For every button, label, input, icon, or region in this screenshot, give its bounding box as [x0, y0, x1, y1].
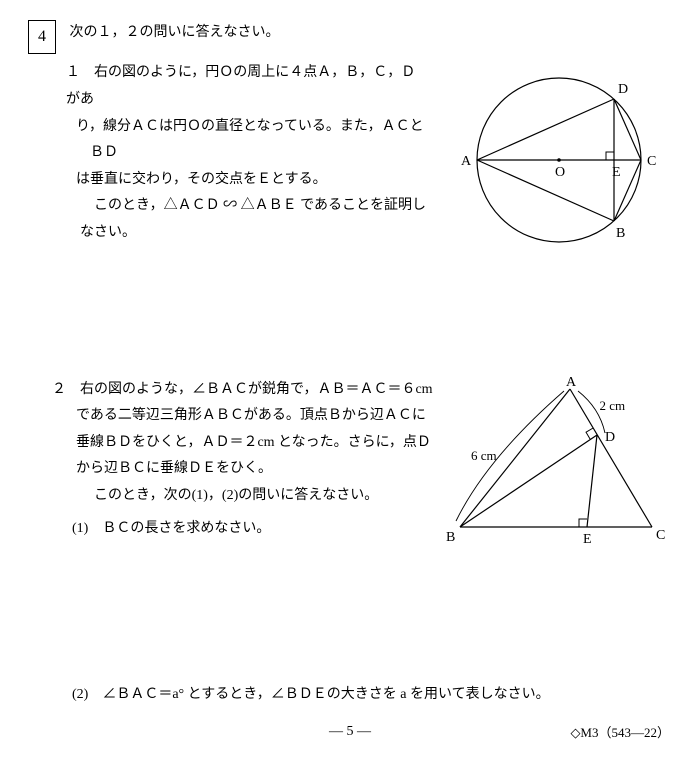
segment-AB — [477, 160, 614, 221]
label-E: E — [612, 165, 621, 180]
p2-line5: このとき，次の(1)，(2)の問いに答えなさい。 — [66, 483, 441, 510]
label-A: A — [461, 154, 472, 169]
p2-line4: から辺ＢＣに垂線ＤＥをひく。 — [66, 456, 441, 483]
sub2-text: ∠ＢＡＣ＝a° とするとき，∠ＢＤＥの大きさを a を用いて表しなさい。 — [102, 687, 549, 702]
p2-l1: 右の図のような，∠ＢＡＣが鋭角で，ＡＢ＝ＡＣ＝６cm — [80, 382, 433, 397]
sub-problem-2: (2) ∠ＢＡＣ＝a° とするとき，∠ＢＤＥの大きさを a を用いて表しなさい。 — [28, 682, 672, 709]
label-A: A — [566, 377, 577, 390]
p2-line3: 垂線ＢＤをひくと，ＡＤ＝２cm となった。さらに，点Ｄ — [66, 430, 441, 457]
heading-line: 4 次の１，２の問いに答えなさい。 — [28, 20, 672, 54]
p1-l4: このとき，△ＡＣＤ ∽ △ＡＢＥ であることを証明しなさい。 — [80, 198, 426, 240]
label-6cm: 6 cm — [471, 448, 497, 463]
label-E: E — [583, 532, 592, 547]
p1-line3: は垂直に交わり，その交点をＥとする。 — [66, 167, 426, 194]
p1-line2: り，線分ＡＣは円Ｏの直径となっている。また，ＡＣとＢＤ — [66, 114, 426, 167]
figure-2-triangle: A B C D E 6 cm 2 cm — [442, 377, 672, 552]
label-O: O — [555, 165, 565, 180]
p2-line1: ２ 右の図のような，∠ＢＡＣが鋭角で，ＡＢ＝ＡＣ＝６cm — [66, 377, 441, 404]
problem-2: ２ 右の図のような，∠ＢＡＣが鋭角で，ＡＢ＝ＡＣ＝６cm である二等辺三角形ＡＢ… — [28, 377, 672, 709]
p2-line2: である二等辺三角形ＡＢＣがある。頂点Ｂから辺ＡＣに — [66, 403, 441, 430]
right-angle-E — [579, 519, 587, 527]
problem-2-text: ２ 右の図のような，∠ＢＡＣが鋭角で，ＡＢ＝ＡＣ＝６cm である二等辺三角形ＡＢ… — [28, 377, 441, 510]
label-C: C — [647, 154, 656, 169]
p1-line4: このとき，△ＡＣＤ ∽ △ＡＢＥ であることを証明しなさい。 — [66, 193, 426, 246]
label-C: C — [656, 528, 665, 543]
figure-1-svg: A B C D O E — [454, 60, 664, 260]
p2-num: ２ — [52, 382, 66, 397]
sub1-num: (1) — [72, 521, 88, 536]
sub2-num: (2) — [72, 687, 88, 702]
problem-1: １ 右の図のように，円Ｏの周上に４点Ａ，Ｂ，Ｃ，Ｄがあ り，線分ＡＣは円Ｏの直径… — [28, 60, 672, 246]
segment-AD — [477, 99, 614, 160]
right-angle-D — [586, 428, 593, 439]
problem-1-text: １ 右の図のように，円Ｏの周上に４点Ａ，Ｂ，Ｃ，Ｄがあ り，線分ＡＣは円Ｏの直径… — [28, 60, 426, 246]
segment-DC — [614, 99, 641, 160]
p1-num: １ — [66, 65, 80, 80]
figure-2-svg: A B C D E 6 cm 2 cm — [442, 377, 672, 552]
footer-code: ◇M3（543―22） — [570, 721, 670, 746]
p1-line1: １ 右の図のように，円Ｏの周上に４点Ａ，Ｂ，Ｃ，Ｄがあ — [66, 60, 426, 113]
label-B: B — [446, 530, 455, 545]
heading-text: 次の１，２の問いに答えなさい。 — [70, 25, 280, 40]
right-angle-mark — [606, 152, 614, 160]
sub1-text: ＢＣの長さを求めなさい。 — [102, 521, 270, 536]
label-D: D — [605, 430, 615, 445]
p1-l1: 右の図のように，円Ｏの周上に４点Ａ，Ｂ，Ｃ，Ｄがあ — [66, 65, 415, 107]
label-2cm: 2 cm — [600, 398, 626, 413]
figure-1-circle: A B C D O E — [454, 60, 664, 260]
question-number-box: 4 — [28, 20, 56, 54]
p2-l5: このとき，次の(1)，(2)の問いに答えなさい。 — [94, 488, 378, 503]
segment-DE — [587, 435, 597, 527]
page: 4 次の１，２の問いに答えなさい。 １ 右の図のように，円Ｏの周上に４点Ａ，Ｂ，… — [0, 0, 700, 766]
label-D: D — [618, 82, 628, 97]
label-B: B — [616, 226, 625, 241]
